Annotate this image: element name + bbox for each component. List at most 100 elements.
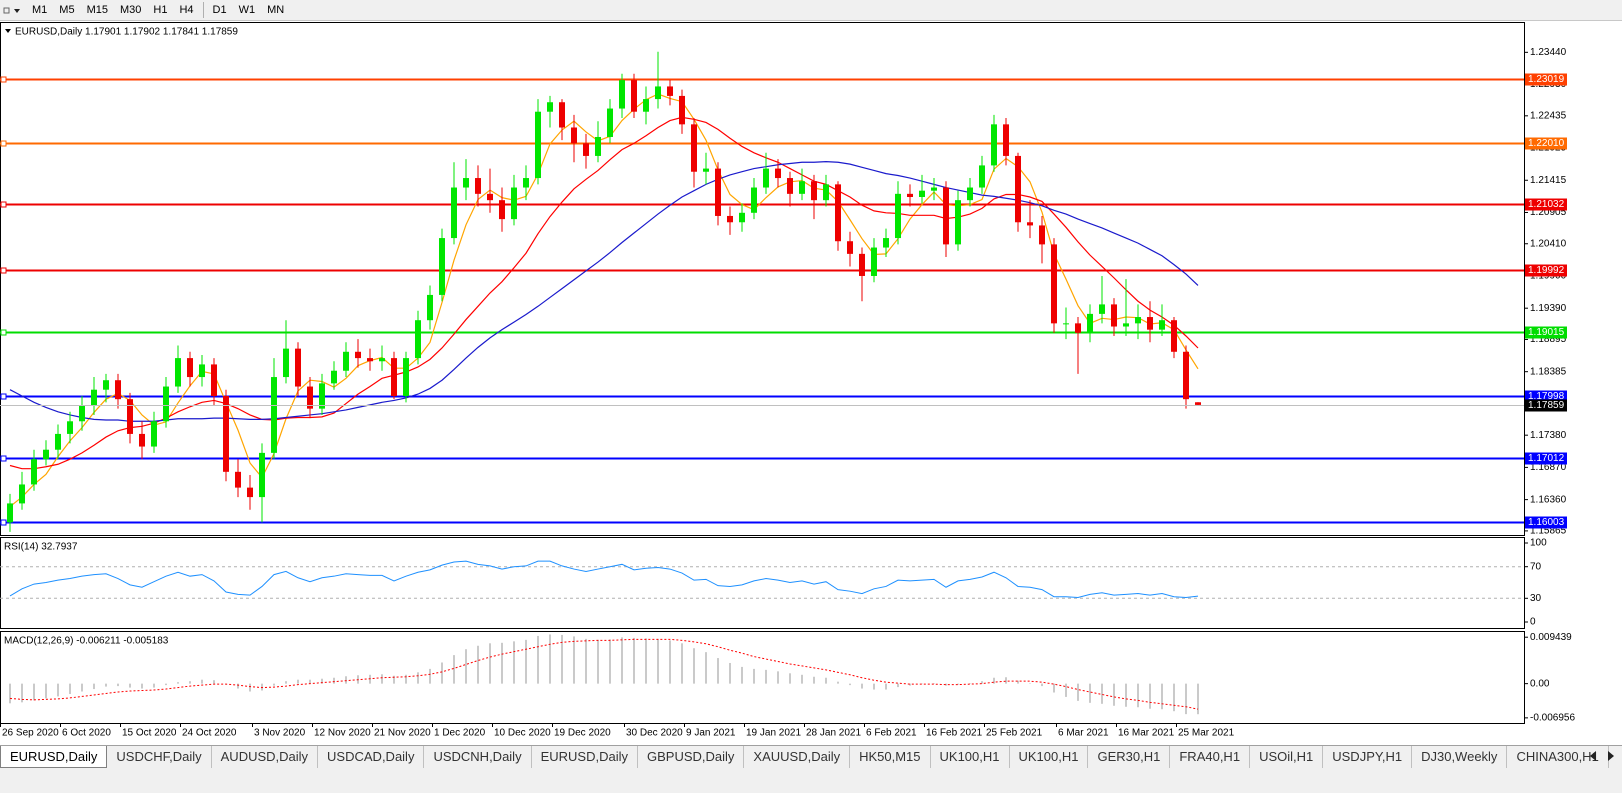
- y-tick-label: 0: [1530, 617, 1536, 628]
- y-tick-label: -0.006956: [1530, 713, 1575, 724]
- candle-body: [907, 193, 913, 198]
- tab-scroll-arrows[interactable]: [1588, 750, 1618, 762]
- x-tick-label: 6 Oct 2020: [62, 728, 111, 739]
- candle-body: [319, 383, 325, 409]
- symbol-tab[interactable]: USDCAD,Daily: [318, 746, 425, 768]
- symbol-tab[interactable]: DJ30,Weekly: [1412, 746, 1508, 768]
- candle-body: [295, 348, 301, 387]
- symbol-tab[interactable]: GBPUSD,Daily: [638, 746, 745, 768]
- candle-body: [1063, 323, 1069, 325]
- candle-body: [1171, 320, 1177, 352]
- symbol-tab[interactable]: GER30,H1: [1088, 746, 1171, 768]
- toolbar-menu-icon[interactable]: [0, 1, 26, 19]
- candle-body: [871, 247, 877, 276]
- price-level-anchor: [0, 329, 7, 336]
- y-tick-label: 1.16360: [1530, 494, 1567, 505]
- timeframe-button[interactable]: M30: [119, 4, 142, 16]
- macd-signal-line: [9, 638, 1199, 710]
- candle-body: [655, 86, 661, 100]
- timeframe-button[interactable]: M15: [86, 4, 108, 16]
- y-tick-label: 1.18385: [1530, 366, 1567, 377]
- symbol-tab[interactable]: USDCHF,Daily: [107, 746, 212, 768]
- candle-body: [415, 320, 421, 359]
- x-tick-label: 3 Nov 2020: [254, 728, 306, 739]
- candle-body: [247, 487, 253, 498]
- candle-body: [559, 102, 565, 128]
- candle-body: [967, 187, 973, 201]
- candle-body: [979, 165, 985, 188]
- candle-body: [1135, 317, 1141, 324]
- symbol-tab[interactable]: XAUUSD,Daily: [744, 746, 851, 768]
- candle-body: [799, 181, 805, 194]
- candle-body: [679, 95, 685, 125]
- candle-body: [583, 143, 589, 156]
- x-tick-label: 12 Nov 2020: [314, 728, 371, 739]
- price-level-label: 1.16003: [1528, 517, 1565, 528]
- timeframe-button[interactable]: MN: [267, 4, 285, 16]
- last-price-label: 1.17859: [1528, 400, 1565, 411]
- candle-body: [775, 168, 781, 179]
- timeframe-button[interactable]: H1: [153, 4, 168, 16]
- x-tick-label: 30 Dec 2020: [626, 728, 683, 739]
- symbol-tab[interactable]: UK100,H1: [1010, 746, 1089, 768]
- symbol-tab[interactable]: FRA40,H1: [1170, 746, 1251, 768]
- candle-body: [715, 168, 721, 216]
- price-level-label: 1.19992: [1528, 265, 1565, 276]
- symbol-tab[interactable]: AUDUSD,Daily: [212, 746, 319, 768]
- timeframe-button[interactable]: D1: [212, 4, 227, 16]
- panel-frame: [0, 22, 1525, 536]
- y-tick-label: 1.18895: [1530, 334, 1567, 345]
- candle-body: [439, 238, 445, 295]
- candle-body: [91, 389, 97, 406]
- y-tick-label: 1.19390: [1530, 303, 1567, 314]
- x-tick-label: 16 Feb 2021: [926, 728, 983, 739]
- symbol-tabs: EURUSD,Daily USDCHF,Daily AUDUSD,Daily USDC…: [0, 745, 1622, 768]
- timeframe-button[interactable]: M5: [59, 4, 75, 16]
- candle-body: [739, 212, 745, 223]
- symbol-tab[interactable]: UK100,H1: [931, 746, 1010, 768]
- symbol-tab[interactable]: USDCNH,Daily: [424, 746, 532, 768]
- candle-body: [379, 358, 385, 362]
- x-tick-label: 26 Sep 2020: [2, 728, 59, 739]
- candle-body: [139, 433, 145, 447]
- candle-body: [499, 200, 505, 220]
- symbol-tab[interactable]: USOil,H1: [1250, 746, 1324, 768]
- candle-body: [895, 193, 901, 239]
- x-tick-label: 6 Mar 2021: [1058, 728, 1109, 739]
- candle-body: [1159, 320, 1165, 330]
- symbol-tab[interactable]: EURUSD,Daily: [532, 746, 638, 768]
- candle-body: [787, 178, 793, 194]
- candle-body: [823, 184, 829, 201]
- candle-body: [667, 86, 673, 96]
- candle-body: [427, 294, 433, 321]
- candle-body: [355, 351, 361, 359]
- timeframe-button[interactable]: H4: [179, 4, 194, 16]
- timeframe-button[interactable]: W1: [238, 4, 256, 16]
- candle-body: [79, 405, 85, 422]
- panel-title: EURUSD,Daily 1.17901 1.17902 1.17841 1.1…: [15, 27, 238, 38]
- symbol-tab[interactable]: USDJPY,H1: [1323, 746, 1413, 768]
- candle-body: [727, 215, 733, 223]
- price-level-anchor: [0, 76, 7, 83]
- symbol-tab[interactable]: EURUSD,Daily: [0, 746, 108, 768]
- candle-body: [835, 184, 841, 242]
- candle-body: [235, 471, 241, 488]
- candle-body: [31, 459, 37, 485]
- candle-body: [955, 200, 961, 245]
- symbol-tab[interactable]: HK50,M15: [850, 746, 931, 768]
- price-level-label: 1.23019: [1528, 74, 1565, 85]
- price-level-label: 1.22010: [1528, 138, 1565, 149]
- candle-body: [943, 187, 949, 245]
- price-level-label-box: [1525, 198, 1567, 211]
- candle-body: [751, 187, 757, 213]
- candle-body: [403, 358, 409, 397]
- price-level-anchor: [0, 455, 7, 462]
- price-level-label: 1.17012: [1528, 453, 1565, 464]
- rsi-line: [9, 560, 1199, 599]
- candle-body: [1003, 124, 1009, 156]
- candle-body: [859, 253, 865, 276]
- timeframe-button[interactable]: M1: [32, 4, 48, 16]
- candle-body: [931, 187, 937, 191]
- x-tick-label: 21 Nov 2020: [374, 728, 431, 739]
